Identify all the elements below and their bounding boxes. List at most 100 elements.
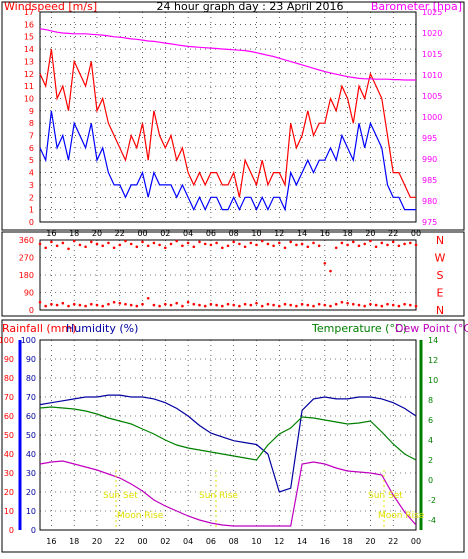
lower-time-tick: 06 <box>206 537 216 546</box>
lower-time-tick: 20 <box>92 537 102 546</box>
direction-point <box>374 245 378 249</box>
wind-time-tick: 08 <box>229 229 239 238</box>
barometer-axis-title: Barometer [hpa] <box>371 0 462 13</box>
direction-point <box>221 304 224 308</box>
barometer-tick: 995 <box>422 134 437 143</box>
direction-point <box>95 303 99 307</box>
direction-point <box>124 239 127 243</box>
direction-point <box>44 304 47 308</box>
direction-point <box>118 301 122 305</box>
direction-point <box>363 242 367 246</box>
direction-point <box>169 303 173 307</box>
windspeed-tick: 1 <box>29 206 34 215</box>
barometer-tick: 1015 <box>422 50 442 59</box>
direction-point <box>55 303 59 307</box>
direction-point <box>164 246 167 250</box>
wind-time-tick: 18 <box>343 229 353 238</box>
direction-point <box>78 303 82 307</box>
direction-point <box>61 301 65 305</box>
direction-point <box>55 244 59 248</box>
direction-point <box>386 243 389 247</box>
direction-point <box>181 244 184 248</box>
direction-point <box>203 304 207 308</box>
direction-point <box>232 240 235 244</box>
direction-tick: 360 <box>19 236 34 245</box>
windspeed-tick: 12 <box>24 70 34 79</box>
direction-point <box>397 244 401 248</box>
sunset-label-1: Sun Set <box>103 491 138 501</box>
barometer-tick: 1010 <box>422 71 442 80</box>
barometer-tick: 1005 <box>422 92 442 101</box>
direction-point <box>146 297 150 300</box>
temperature-tick: 0 <box>428 476 433 485</box>
humidity-tick: 80 <box>26 374 36 383</box>
rainfall-tick: 30 <box>4 469 14 478</box>
sunrise-label: Sun Rise <box>199 491 238 501</box>
panel-frame-1 <box>1 231 465 317</box>
temperature-tick: 4 <box>428 436 433 445</box>
direction-point <box>118 243 122 247</box>
direction-point <box>409 303 412 307</box>
barometer-tick: 985 <box>422 176 437 185</box>
windspeed-tick: 5 <box>29 156 34 165</box>
wind-time-tick: 20 <box>365 229 375 238</box>
direction-point <box>283 302 287 306</box>
direction-point <box>306 245 310 249</box>
direction-point <box>243 245 247 249</box>
windspeed-tick: 6 <box>29 144 34 153</box>
direction-tick-labels: 0 90 180 270 360 <box>19 236 34 315</box>
direction-point <box>260 304 264 308</box>
direction-point <box>409 241 412 245</box>
lower-time-tick: 16 <box>46 537 56 546</box>
humidity-tick: 20 <box>26 488 36 497</box>
temperature-tick: 14 <box>428 336 438 345</box>
lower-time-tick: 16 <box>320 537 330 546</box>
windspeed-tick: 17 <box>24 8 34 17</box>
direction-point <box>391 240 395 244</box>
compass-label: W <box>435 252 446 265</box>
humidity-tick-labels: 0 10 20 30 40 50 60 70 80 90 100 <box>21 336 36 535</box>
direction-point <box>72 302 76 306</box>
windspeed-tick: 14 <box>24 45 34 54</box>
rainfall-tick: 100 <box>0 336 14 345</box>
direction-point <box>135 245 139 249</box>
moonrise-label-2: Moon Rise <box>378 511 425 521</box>
lower-time-tick: 22 <box>388 537 398 546</box>
direction-point <box>238 304 241 308</box>
direction-point <box>50 240 53 244</box>
windspeed-tick: 7 <box>29 132 34 141</box>
direction-point <box>95 242 99 246</box>
direction-point <box>226 302 230 306</box>
direction-point <box>192 302 196 306</box>
windspeed-tick: 15 <box>24 33 34 42</box>
direction-point <box>67 247 70 251</box>
series-humidity <box>39 394 417 493</box>
direction-point <box>249 303 253 307</box>
direction-point <box>107 241 110 245</box>
series-temperature <box>39 406 417 461</box>
humidity-tick: 30 <box>26 469 36 478</box>
direction-point <box>278 241 281 245</box>
compass-label: N <box>436 234 444 247</box>
humidity-tick: 90 <box>26 355 36 364</box>
direction-point <box>61 241 65 245</box>
direction-point <box>374 303 378 307</box>
direction-point <box>306 303 310 307</box>
direction-point <box>44 246 47 250</box>
series-wind-gust <box>39 49 416 198</box>
direction-point <box>403 242 406 246</box>
lower-time-tick: 14 <box>297 537 307 546</box>
direction-point <box>181 304 184 308</box>
direction-point <box>238 242 241 246</box>
direction-point <box>363 304 367 308</box>
temperature-tick-labels: -4 -2 0 2 4 6 8 10 12 14 <box>428 336 438 525</box>
sunset-label-2: Sun Set <box>368 491 403 501</box>
lower-time-tick: 10 <box>251 537 261 546</box>
humidity-tick: 50 <box>26 431 36 440</box>
direction-point <box>186 300 190 304</box>
windspeed-tick: 16 <box>24 20 34 29</box>
windspeed-tick: 13 <box>24 57 34 66</box>
direction-point <box>357 303 361 307</box>
